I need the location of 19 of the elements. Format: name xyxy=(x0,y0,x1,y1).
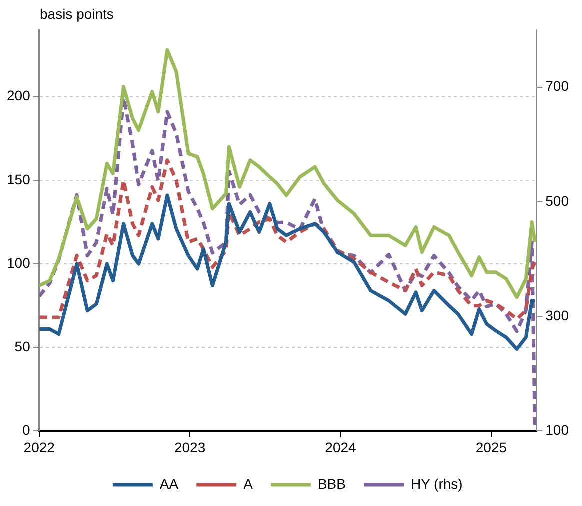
legend-label: A xyxy=(244,476,254,492)
y-tick-label: 150 xyxy=(7,171,31,188)
y-tick-label: 50 xyxy=(14,338,31,354)
y2-tick-label: 700 xyxy=(546,78,570,94)
y-tick-label: 200 xyxy=(7,88,31,104)
x-tick-label: 2024 xyxy=(325,439,357,456)
y2-tick-label: 100 xyxy=(546,422,570,438)
y-axis-title: basis points xyxy=(40,6,114,22)
legend-label: HY (rhs) xyxy=(410,476,463,492)
legend-label: BBB xyxy=(318,476,346,492)
y2-tick-label: 300 xyxy=(546,307,570,324)
x-tick-label: 2022 xyxy=(24,439,56,456)
legend-label: AA xyxy=(160,476,180,492)
x-tick-label: 2023 xyxy=(174,439,206,456)
line-series xyxy=(39,158,537,321)
y-tick-label: 0 xyxy=(22,422,31,438)
y2-tick-label: 500 xyxy=(546,192,570,209)
y-tick-label: 100 xyxy=(7,254,31,271)
x-tick-label: 2025 xyxy=(476,439,508,456)
